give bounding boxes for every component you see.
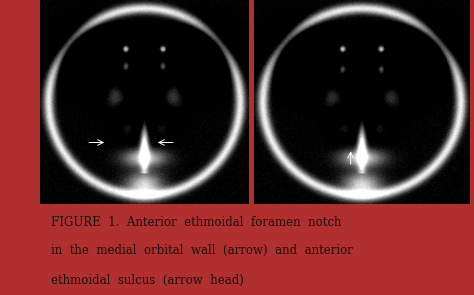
Text: ethmoidal  sulcus  (arrow  head): ethmoidal sulcus (arrow head) [51, 274, 244, 287]
Text: FIGURE  1.  Anterior  ethmoidal  foramen  notch: FIGURE 1. Anterior ethmoidal foramen not… [51, 216, 342, 229]
Text: in  the  medial  orbital  wall  (arrow)  and  anterior: in the medial orbital wall (arrow) and a… [51, 244, 353, 257]
